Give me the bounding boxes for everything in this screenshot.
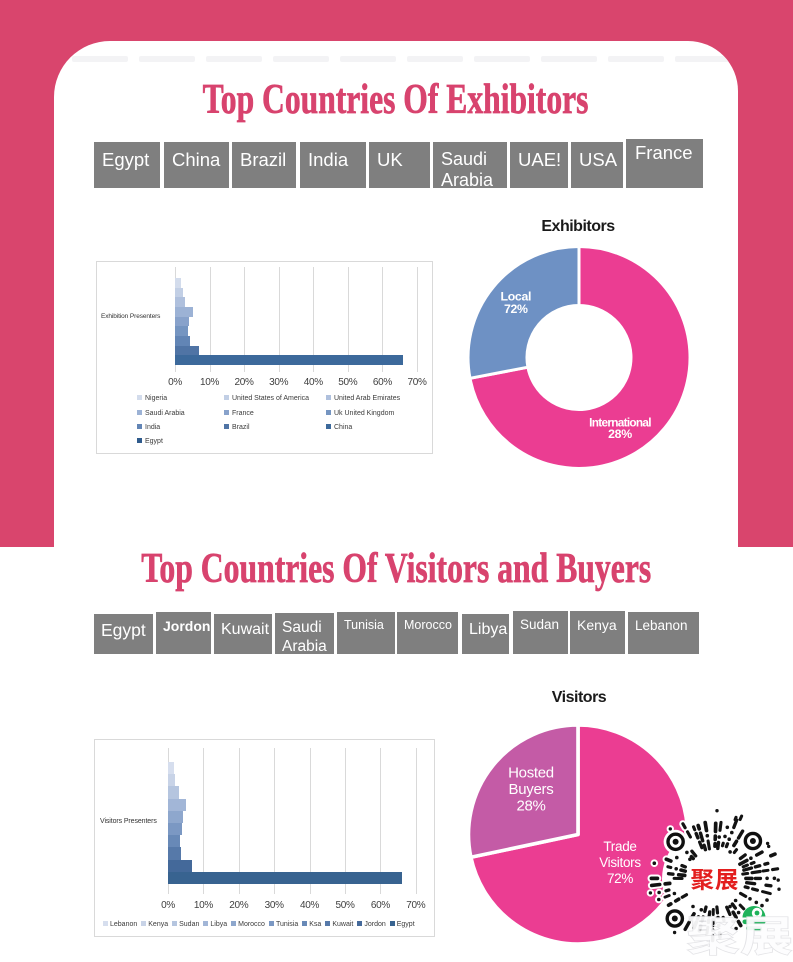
- svg-text:72%: 72%: [607, 871, 633, 886]
- svg-text:International: International: [589, 415, 651, 429]
- svg-text:Buyers: Buyers: [509, 781, 554, 798]
- svg-text:Visitors: Visitors: [599, 855, 641, 870]
- svg-text:Hosted: Hosted: [508, 765, 554, 782]
- svg-text:72%: 72%: [504, 302, 528, 316]
- svg-text:Trade: Trade: [603, 839, 636, 854]
- svg-text:28%: 28%: [608, 427, 632, 441]
- svg-text:Local: Local: [500, 289, 531, 303]
- svg-text:28%: 28%: [516, 798, 545, 815]
